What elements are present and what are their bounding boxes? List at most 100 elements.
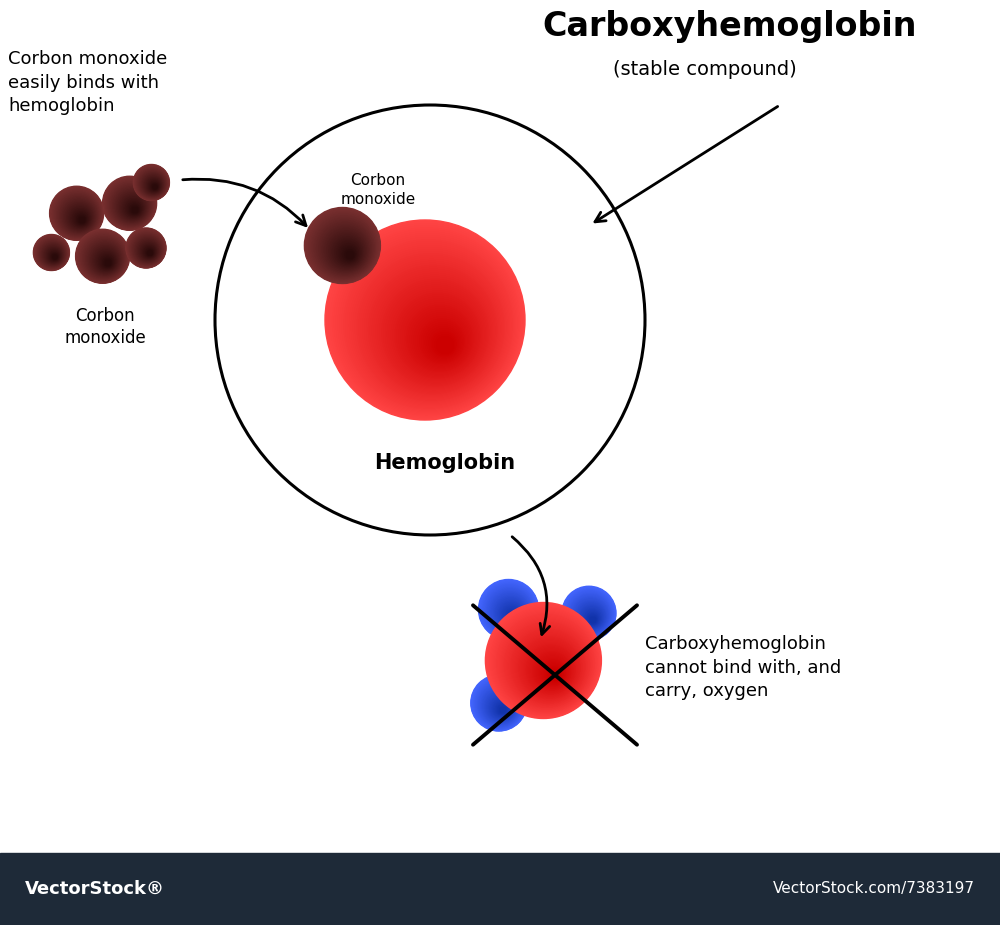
Circle shape [507, 611, 518, 622]
Circle shape [49, 251, 60, 261]
Circle shape [503, 621, 590, 708]
Circle shape [492, 610, 597, 714]
Circle shape [576, 601, 606, 632]
Circle shape [538, 658, 567, 687]
Circle shape [110, 184, 152, 226]
Circle shape [484, 586, 534, 635]
Circle shape [46, 247, 61, 263]
Circle shape [545, 664, 563, 683]
Circle shape [141, 243, 156, 259]
Circle shape [140, 242, 157, 260]
Circle shape [136, 167, 168, 199]
Circle shape [145, 247, 154, 257]
Circle shape [55, 191, 100, 237]
Circle shape [487, 693, 515, 721]
Circle shape [536, 656, 569, 688]
Circle shape [489, 591, 531, 633]
Circle shape [63, 200, 95, 232]
Circle shape [334, 230, 519, 414]
Circle shape [136, 239, 159, 262]
Circle shape [46, 248, 61, 263]
Circle shape [38, 239, 67, 268]
Circle shape [418, 317, 465, 364]
Circle shape [313, 216, 375, 278]
Circle shape [337, 241, 360, 264]
Circle shape [144, 176, 163, 194]
Circle shape [37, 239, 67, 268]
Circle shape [140, 172, 165, 196]
Circle shape [60, 198, 97, 234]
Circle shape [514, 633, 583, 701]
Circle shape [580, 606, 603, 629]
Circle shape [129, 204, 139, 215]
Circle shape [330, 234, 364, 268]
Circle shape [41, 242, 64, 265]
Circle shape [143, 246, 155, 258]
Circle shape [105, 260, 111, 265]
Circle shape [515, 634, 582, 701]
Circle shape [322, 226, 369, 273]
Circle shape [150, 181, 159, 191]
Circle shape [147, 179, 161, 192]
Circle shape [131, 233, 163, 265]
Circle shape [491, 609, 598, 715]
Circle shape [359, 255, 503, 400]
Circle shape [483, 585, 535, 636]
Circle shape [134, 166, 169, 200]
Circle shape [326, 230, 366, 270]
Circle shape [543, 662, 565, 684]
Circle shape [153, 184, 157, 189]
Circle shape [103, 258, 112, 267]
Circle shape [136, 239, 160, 262]
Circle shape [140, 171, 165, 197]
Circle shape [367, 264, 498, 395]
Circle shape [509, 626, 587, 705]
Circle shape [97, 252, 116, 270]
Circle shape [477, 683, 522, 727]
Circle shape [133, 208, 137, 212]
Circle shape [76, 229, 130, 283]
Circle shape [53, 254, 57, 259]
Circle shape [433, 333, 455, 355]
Circle shape [116, 191, 148, 222]
Circle shape [109, 183, 152, 227]
Circle shape [105, 179, 155, 228]
Circle shape [500, 708, 506, 712]
Circle shape [135, 166, 168, 200]
Circle shape [137, 240, 159, 262]
Circle shape [496, 599, 526, 628]
Circle shape [139, 170, 166, 197]
Circle shape [116, 191, 148, 222]
Circle shape [476, 681, 523, 728]
Circle shape [485, 586, 534, 635]
Circle shape [487, 588, 533, 635]
Circle shape [147, 179, 161, 192]
Circle shape [476, 681, 523, 727]
Circle shape [501, 708, 505, 712]
Circle shape [122, 196, 144, 219]
Circle shape [474, 679, 524, 729]
Circle shape [77, 216, 86, 224]
Circle shape [126, 228, 166, 268]
Circle shape [34, 236, 69, 270]
Circle shape [342, 247, 356, 261]
Circle shape [51, 188, 103, 240]
Circle shape [44, 245, 63, 265]
Circle shape [132, 235, 162, 265]
Circle shape [504, 608, 520, 623]
Circle shape [315, 219, 373, 277]
Circle shape [586, 612, 599, 625]
Circle shape [124, 198, 143, 217]
Circle shape [104, 259, 111, 266]
Circle shape [93, 248, 118, 273]
Circle shape [491, 697, 512, 719]
Circle shape [499, 706, 506, 713]
Circle shape [488, 605, 600, 717]
Circle shape [77, 231, 129, 282]
Circle shape [578, 604, 604, 630]
Circle shape [102, 257, 112, 267]
Circle shape [584, 610, 600, 626]
Circle shape [495, 701, 510, 716]
Circle shape [572, 597, 609, 635]
Circle shape [506, 610, 519, 623]
